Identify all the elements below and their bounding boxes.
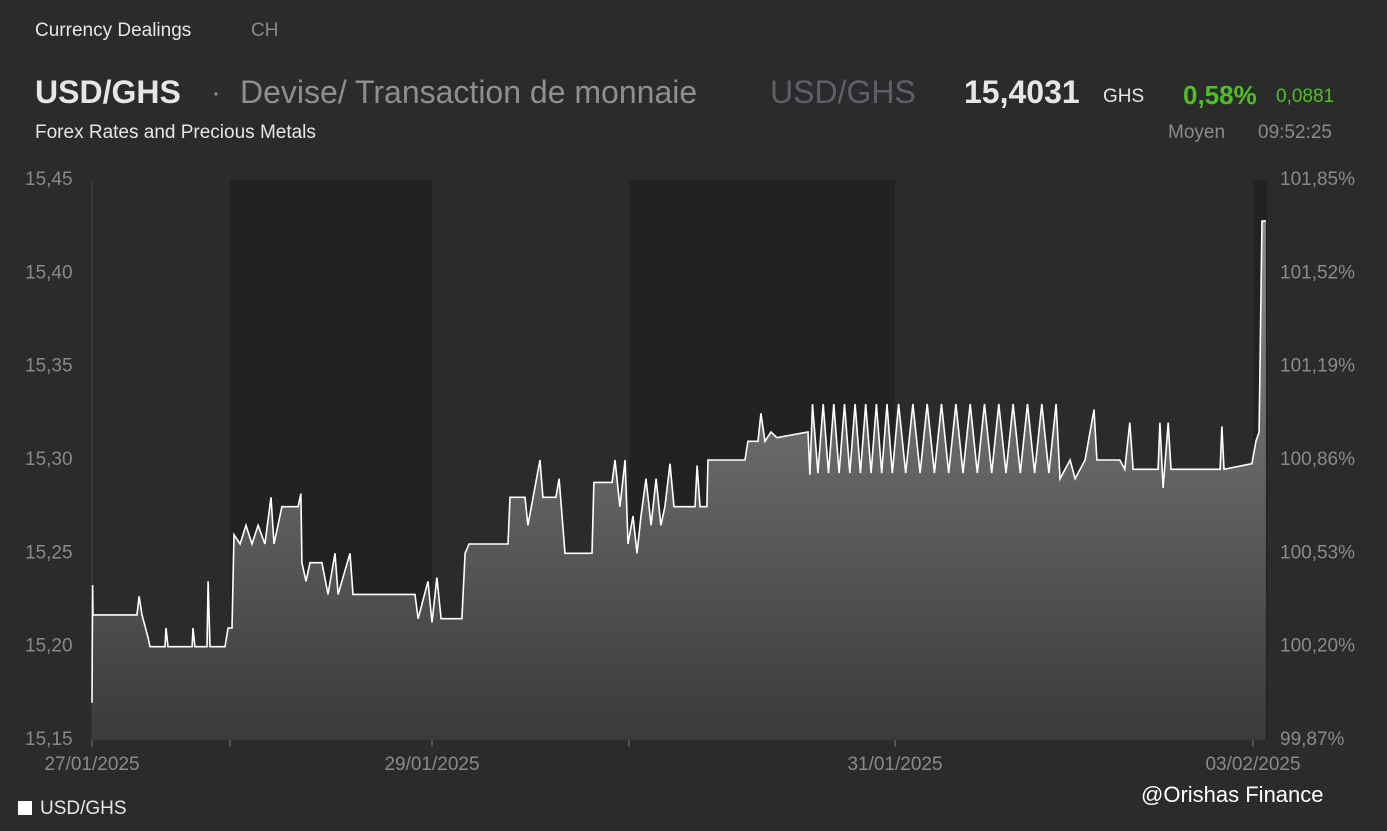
y2-tick-label: 100,20% <box>1280 636 1355 657</box>
y2-tick-label: 101,52% <box>1280 262 1355 283</box>
change-abs: 0,0881 <box>1276 86 1335 107</box>
price-type: Moyen <box>1168 122 1226 143</box>
instrument-name: Devise/ Transaction de monnaie <box>240 74 698 110</box>
y2-tick-label: 100,53% <box>1280 542 1355 563</box>
x-tick-label: 03/02/2025 <box>1205 754 1300 775</box>
y-tick-label: 15,40 <box>25 262 73 283</box>
y-tick-label: 15,15 <box>25 729 73 750</box>
y-tick-label: 15,25 <box>25 542 73 563</box>
x-tick-label: 27/01/2025 <box>44 754 139 775</box>
y2-tick-label: 99,87% <box>1280 729 1345 750</box>
y2-tick-label: 101,85% <box>1280 169 1355 190</box>
y-tick-label: 15,35 <box>25 356 73 377</box>
legend-label: USD/GHS <box>40 798 127 819</box>
source: Forex Rates and Precious Metals <box>35 122 316 143</box>
area-fill <box>92 221 1266 741</box>
y-tick-label: 15,20 <box>25 636 73 657</box>
price-line <box>91 220 1266 703</box>
y-tick-label: 15,30 <box>25 449 73 470</box>
price: 15,4031 <box>964 74 1080 110</box>
separator: · <box>211 76 221 109</box>
time: 09:52:25 <box>1258 122 1332 143</box>
section-tab[interactable]: Currency Dealings <box>35 20 192 41</box>
y2-tick-label: 100,86% <box>1280 449 1355 470</box>
y2-tick-label: 101,19% <box>1280 356 1355 377</box>
change-pct: 0,58% <box>1183 80 1257 110</box>
legend-swatch <box>18 801 32 815</box>
x-tick-label: 31/01/2025 <box>847 754 942 775</box>
symbol: USD/GHS <box>35 74 181 110</box>
region-tab[interactable]: CH <box>251 20 279 41</box>
symbol-alt: USD/GHS <box>770 74 916 110</box>
y-tick-label: 15,45 <box>25 169 73 190</box>
x-tick-label: 29/01/2025 <box>384 754 479 775</box>
watermark: @Orishas Finance <box>1141 782 1324 807</box>
currency: GHS <box>1103 86 1145 107</box>
